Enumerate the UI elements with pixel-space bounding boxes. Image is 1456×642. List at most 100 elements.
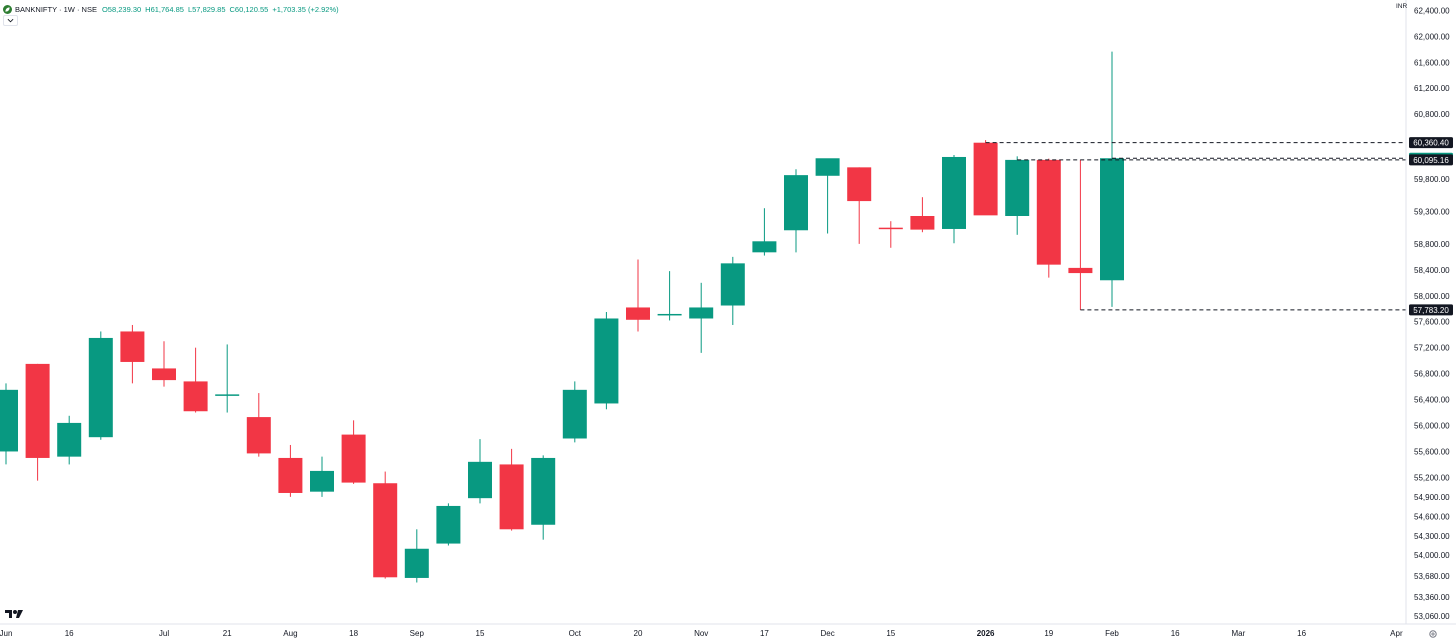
candle[interactable] <box>815 158 840 234</box>
y-tick-label: 53,680.00 <box>1414 572 1450 581</box>
candle-body <box>310 470 334 492</box>
candle[interactable] <box>120 324 145 384</box>
y-tick-label: 59,800.00 <box>1414 175 1450 184</box>
candle[interactable] <box>57 415 82 465</box>
y-tick-label: 58,000.00 <box>1414 292 1450 301</box>
candle-body <box>815 158 840 176</box>
candle[interactable] <box>246 393 271 457</box>
price-label-badge: 60,360.40 <box>1409 137 1453 149</box>
candle-body <box>246 417 271 454</box>
candle[interactable] <box>878 221 903 248</box>
candle[interactable] <box>626 259 650 332</box>
price-level-lines <box>985 142 1406 311</box>
candle[interactable] <box>562 381 587 443</box>
candle[interactable] <box>215 344 240 413</box>
y-tick-label: 56,400.00 <box>1414 396 1450 405</box>
candle-body <box>183 381 208 412</box>
y-tick-label: 61,200.00 <box>1414 84 1450 93</box>
y-tick-label: 55,600.00 <box>1414 447 1450 456</box>
tradingview-logo-icon[interactable] <box>4 608 24 620</box>
candle[interactable] <box>88 331 113 440</box>
candle[interactable] <box>1100 51 1124 307</box>
high-value: H61,764.85 <box>145 4 184 14</box>
candle[interactable] <box>499 448 524 531</box>
x-tick-label: 15 <box>476 629 485 638</box>
candle[interactable] <box>594 312 619 410</box>
price-axis[interactable]: 53,060.00 53,360.00 53,680.00 54,000.00 54,3… <box>1414 6 1450 621</box>
candle[interactable] <box>910 197 935 233</box>
x-tick-label: Nov <box>694 629 708 638</box>
symbol-title[interactable]: BANKNIFTY · 1W · NSE <box>15 4 97 14</box>
price-label-text: 60,095.16 <box>1413 156 1449 165</box>
candle[interactable] <box>278 444 303 497</box>
x-tick-label: 19 <box>1044 629 1053 638</box>
candle[interactable] <box>942 155 966 244</box>
candle-body <box>626 307 650 320</box>
candle-body <box>25 363 50 458</box>
x-tick-label: Apr <box>1390 629 1403 638</box>
candle[interactable] <box>847 167 872 244</box>
candle[interactable] <box>689 282 714 353</box>
candle[interactable] <box>531 455 556 540</box>
candle[interactable] <box>720 256 745 325</box>
candle[interactable] <box>310 456 334 497</box>
candle-body <box>1068 267 1093 274</box>
candle[interactable] <box>657 271 682 321</box>
y-tick-label: 58,800.00 <box>1414 240 1450 249</box>
y-tick-label: 56,800.00 <box>1414 370 1450 379</box>
candle-body <box>1005 159 1030 216</box>
legend-collapse-button[interactable] <box>3 15 18 26</box>
x-tick-label: 20 <box>634 629 643 638</box>
candle[interactable] <box>25 363 50 481</box>
candle-body <box>531 457 556 525</box>
candle-body <box>562 389 587 439</box>
open-value: O58,239.30 <box>101 4 142 14</box>
candle-body <box>373 483 398 578</box>
change-value: +1,703.35 (+2.92%) <box>272 4 339 14</box>
candle-body <box>689 307 714 319</box>
currency-label[interactable]: INR <box>1396 3 1408 10</box>
candle[interactable] <box>0 383 18 465</box>
low-value: L57,829.85 <box>187 4 226 14</box>
candle-body <box>784 175 808 231</box>
candle[interactable] <box>1036 158 1061 278</box>
x-tick-label: Aug <box>283 629 297 638</box>
price-label-badge: 60,095.16 <box>1409 154 1453 166</box>
candle[interactable] <box>404 529 429 583</box>
chevron-down-icon <box>7 18 14 23</box>
x-tick-label: 15 <box>886 629 895 638</box>
candle[interactable] <box>468 439 492 504</box>
y-tick-label: 53,060.00 <box>1414 612 1450 621</box>
candle-body <box>1036 159 1061 265</box>
x-tick-label: Jul <box>159 629 169 638</box>
candle-body <box>341 434 366 483</box>
candle-body <box>468 461 492 499</box>
candle-body <box>752 241 777 253</box>
candle[interactable] <box>1005 156 1030 235</box>
time-axis[interactable]: Jun 16 Jul 21 Aug 18 Sep 15 Oct 20 Nov 17 Dec 15 2026 1… <box>0 629 1403 638</box>
candle[interactable] <box>973 140 998 216</box>
candle[interactable] <box>1068 159 1093 310</box>
candle-body <box>1100 158 1124 281</box>
candle[interactable] <box>183 347 208 413</box>
price-label-text: 60,360.40 <box>1413 139 1449 148</box>
candle[interactable] <box>152 341 176 387</box>
candle[interactable] <box>436 503 461 546</box>
candle[interactable] <box>784 169 808 253</box>
gear-icon[interactable] <box>1428 629 1438 639</box>
x-tick-label: 16 <box>65 629 74 638</box>
legend-header: BANKNIFTY · 1W · NSE O58,239.30 H61,764.… <box>3 2 343 16</box>
x-tick-label: Oct <box>569 629 582 638</box>
x-tick-label: 17 <box>760 629 769 638</box>
x-tick-label: Mar <box>1232 629 1246 638</box>
y-tick-label: 57,200.00 <box>1414 344 1450 353</box>
candle[interactable] <box>341 420 366 484</box>
x-tick-label: Dec <box>820 629 834 638</box>
candles-layer <box>0 51 1124 583</box>
candle[interactable] <box>752 208 777 256</box>
candle[interactable] <box>373 471 398 579</box>
y-tick-label: 54,000.00 <box>1414 551 1450 560</box>
candle-body <box>878 227 903 230</box>
